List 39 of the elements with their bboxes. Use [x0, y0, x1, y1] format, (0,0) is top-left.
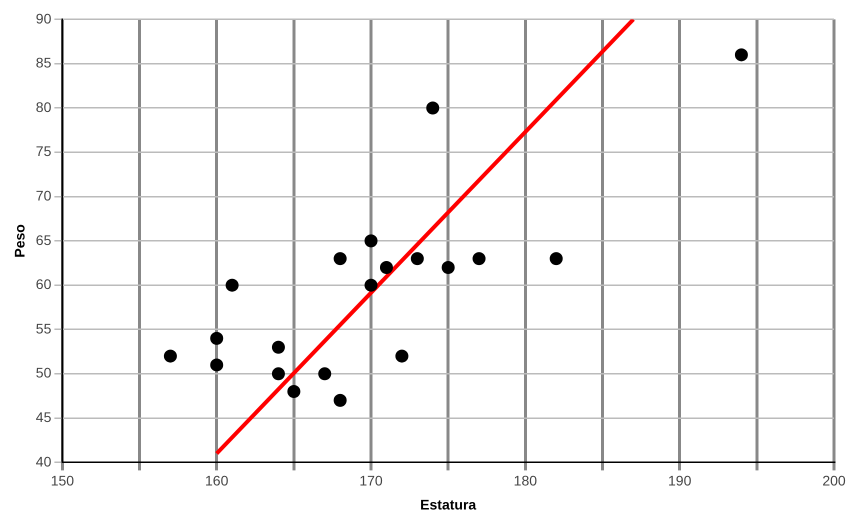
point [472, 252, 486, 266]
point [272, 367, 285, 380]
point [380, 260, 393, 274]
point [210, 358, 224, 372]
y-axis-title: Peso [11, 224, 28, 258]
x-axis-title: Estatura [420, 496, 476, 512]
point [442, 260, 455, 274]
x-tick-label: 190 [668, 472, 692, 489]
point [395, 350, 408, 363]
point [410, 252, 424, 266]
y-tick-label: 90 [36, 10, 52, 26]
point [734, 48, 748, 62]
y-tick-label: 80 [36, 98, 52, 115]
point [364, 234, 378, 248]
point [226, 278, 239, 292]
y-tick-label: 60 [36, 276, 52, 292]
point [164, 350, 177, 363]
y-tick-label: 85 [36, 54, 52, 71]
x-tick-label: 170 [359, 472, 383, 489]
point [364, 278, 378, 292]
y-tick-label: 55 [36, 320, 52, 336]
y-tick-label: 70 [36, 187, 52, 204]
point [426, 102, 440, 114]
point [210, 332, 224, 345]
y-tick-label: 40 [36, 453, 52, 470]
point [272, 340, 285, 354]
x-tick-label: 150 [50, 472, 74, 489]
point [550, 252, 563, 266]
y-tick-label: 75 [36, 143, 52, 160]
point [287, 385, 300, 398]
x-tick-label: 200 [822, 472, 846, 489]
y-tick-label: 50 [36, 364, 52, 381]
y-tick-label: 65 [36, 232, 52, 248]
point [318, 367, 332, 380]
point [334, 394, 347, 407]
point [334, 252, 347, 266]
y-tick-label: 45 [36, 408, 52, 425]
x-tick-label: 180 [514, 472, 538, 489]
x-tick-label: 160 [205, 472, 229, 489]
